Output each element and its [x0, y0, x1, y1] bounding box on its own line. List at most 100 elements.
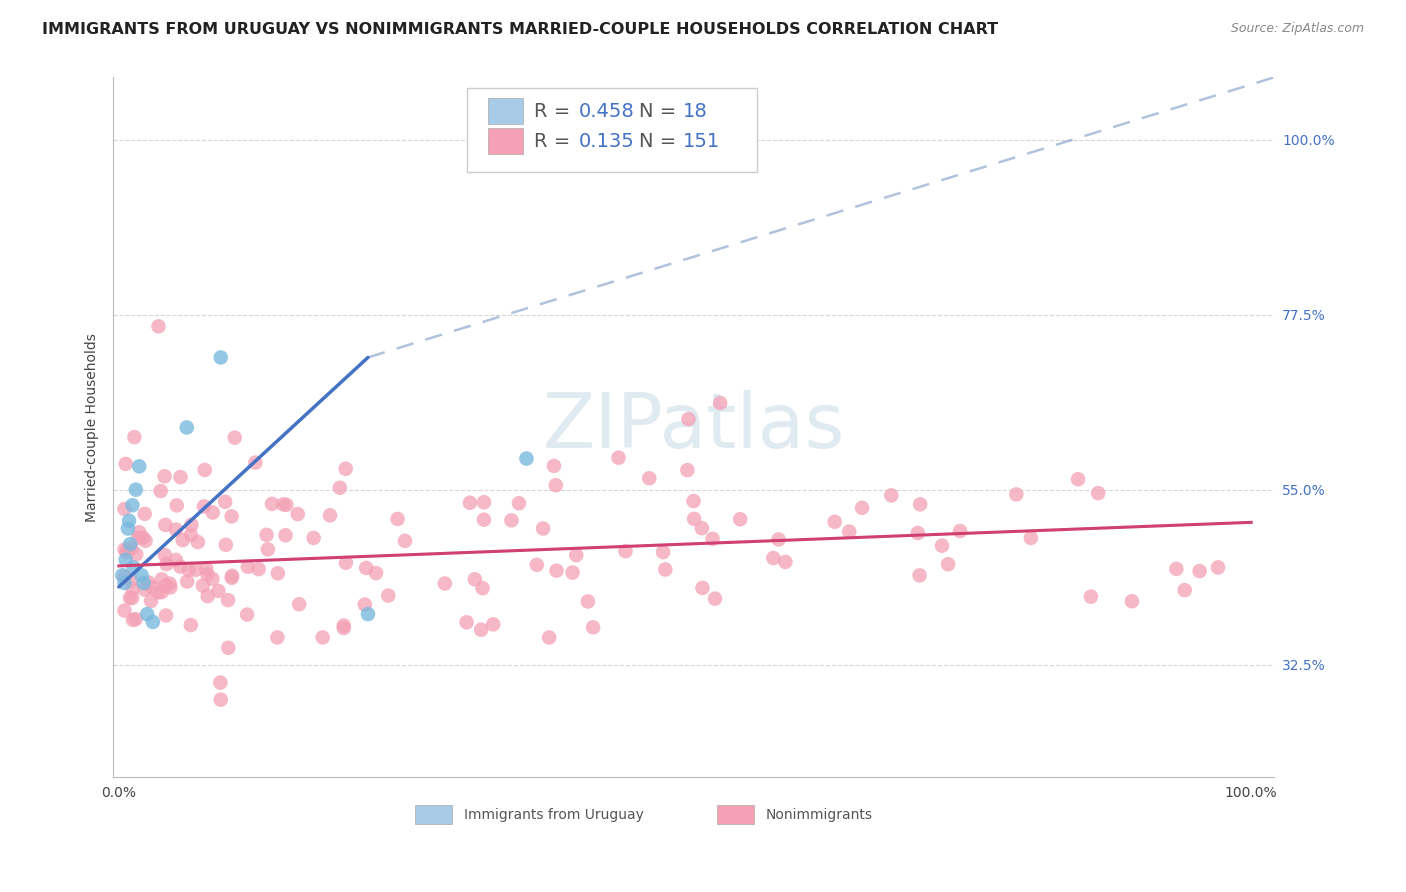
Point	[176, 420, 198, 434]
Point	[184, 563, 207, 577]
Point	[274, 528, 297, 542]
Point	[118, 514, 141, 528]
Point	[221, 509, 243, 524]
Point	[159, 581, 181, 595]
Point	[329, 481, 352, 495]
Point	[155, 557, 177, 571]
Point	[169, 470, 191, 484]
Point	[180, 618, 202, 632]
Point	[122, 560, 145, 574]
Point	[214, 495, 236, 509]
Point	[908, 568, 931, 582]
Point	[288, 597, 311, 611]
Point	[1166, 562, 1188, 576]
Text: ZIPatlas: ZIPatlas	[543, 391, 845, 465]
Point	[114, 570, 136, 584]
Point	[690, 521, 713, 535]
Point	[561, 566, 583, 580]
Point	[678, 412, 700, 426]
Point	[654, 562, 676, 576]
Point	[1121, 594, 1143, 608]
FancyBboxPatch shape	[488, 128, 523, 154]
Text: 18: 18	[683, 102, 707, 120]
Point	[824, 515, 846, 529]
Point	[907, 526, 929, 541]
Point	[709, 396, 731, 410]
Point	[127, 531, 149, 545]
Point	[153, 469, 176, 483]
Point	[121, 591, 143, 605]
Text: 0.458: 0.458	[579, 102, 634, 120]
Point	[851, 500, 873, 515]
Point	[394, 533, 416, 548]
Point	[245, 456, 267, 470]
Point	[114, 542, 136, 557]
Point	[139, 594, 162, 608]
Point	[683, 512, 706, 526]
Point	[169, 559, 191, 574]
Point	[471, 581, 494, 595]
FancyBboxPatch shape	[488, 98, 523, 124]
Text: 0.135: 0.135	[579, 132, 634, 151]
Point	[125, 547, 148, 561]
Point	[458, 496, 481, 510]
Point	[1206, 560, 1229, 574]
Point	[501, 513, 523, 527]
Point	[121, 541, 143, 556]
Point	[319, 508, 342, 523]
Point	[775, 555, 797, 569]
Point	[131, 568, 153, 582]
Point	[121, 582, 143, 596]
Point	[124, 612, 146, 626]
Point	[187, 535, 209, 549]
Point	[142, 615, 165, 629]
Point	[115, 545, 138, 559]
Point	[936, 558, 959, 572]
Point	[949, 524, 972, 538]
Point	[217, 593, 239, 607]
Point	[267, 566, 290, 581]
Point	[114, 457, 136, 471]
FancyBboxPatch shape	[415, 805, 453, 824]
Text: N =: N =	[638, 132, 682, 151]
Point	[364, 566, 387, 580]
Text: IMMIGRANTS FROM URUGUAY VS NONIMMIGRANTS MARRIED-COUPLE HOUSEHOLDS CORRELATION C: IMMIGRANTS FROM URUGUAY VS NONIMMIGRANTS…	[42, 22, 998, 37]
Point	[195, 567, 218, 582]
Point	[353, 598, 375, 612]
Point	[676, 463, 699, 477]
Point	[377, 589, 399, 603]
Point	[180, 517, 202, 532]
Point	[148, 585, 170, 599]
Point	[209, 675, 232, 690]
Point	[195, 562, 218, 576]
Point	[134, 507, 156, 521]
Point	[256, 542, 278, 557]
Point	[271, 497, 294, 511]
Y-axis label: Married-couple Households: Married-couple Households	[86, 333, 100, 522]
Point	[762, 551, 785, 566]
Point	[191, 579, 214, 593]
Point	[614, 544, 637, 558]
Point	[209, 692, 232, 706]
Point	[221, 571, 243, 585]
Point	[508, 496, 530, 510]
Text: 151: 151	[683, 132, 720, 151]
Point	[1019, 531, 1042, 545]
Point	[148, 319, 170, 334]
Point	[165, 523, 187, 537]
FancyBboxPatch shape	[717, 805, 754, 824]
Point	[728, 512, 751, 526]
Point	[118, 591, 141, 605]
Text: Nonimmigrants: Nonimmigrants	[765, 807, 873, 822]
Point	[515, 451, 537, 466]
Text: Immigrants from Uruguay: Immigrants from Uruguay	[464, 807, 644, 822]
Point	[311, 631, 333, 645]
Point	[544, 478, 567, 492]
Point	[302, 531, 325, 545]
Point	[287, 507, 309, 521]
Point	[215, 538, 238, 552]
Point	[114, 604, 136, 618]
Point	[125, 483, 148, 497]
Text: Source: ZipAtlas.com: Source: ZipAtlas.com	[1230, 22, 1364, 36]
Point	[217, 640, 239, 655]
